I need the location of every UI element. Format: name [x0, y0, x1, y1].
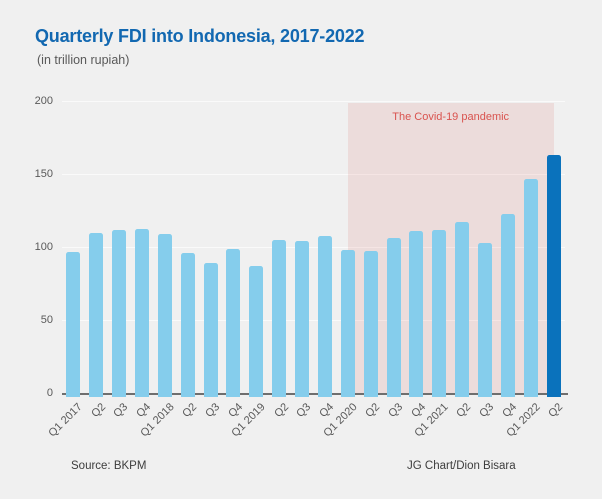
bar-q2: [272, 239, 287, 397]
bar-q4: [500, 214, 515, 397]
bar-q3: [203, 263, 218, 397]
gridline: [62, 246, 565, 248]
y-axis-tick-label: 200: [34, 94, 53, 107]
bar-q2: [180, 253, 195, 397]
bar-q1-2018: [157, 234, 172, 397]
bar-q2: [89, 232, 104, 397]
covid-annotation-region: The Covid-19 pandemic: [347, 102, 554, 394]
y-axis-tick-label: 150: [34, 167, 53, 180]
gridline: [62, 319, 565, 321]
bar-q4: [409, 231, 424, 397]
y-axis-tick-label: 50: [40, 313, 53, 326]
bar-q4: [135, 228, 150, 397]
bar-q4: [317, 236, 332, 397]
chart-subtitle: (in trillion rupiah): [37, 53, 130, 67]
bar-q4: [226, 248, 241, 397]
bar-q3: [295, 240, 310, 397]
bar-q1-2019: [249, 266, 264, 397]
x-axis-line: [62, 393, 568, 395]
y-axis-tick-label: 100: [34, 240, 53, 253]
plot-area: The Covid-19 pandemic: [62, 100, 568, 397]
gridline: [62, 173, 565, 175]
bar-q3: [112, 229, 127, 397]
covid-annotation-label: The Covid-19 pandemic: [392, 110, 510, 123]
chart-title: Quarterly FDI into Indonesia, 2017-2022: [35, 26, 365, 46]
bar-q2: [455, 222, 470, 397]
bar-q1-2017: [66, 251, 81, 397]
bar-q2: [546, 155, 561, 397]
bar-q2: [363, 250, 378, 397]
bar-q3: [386, 238, 401, 397]
y-axis-tick-label: 0: [46, 387, 53, 399]
bar-q3: [477, 242, 492, 397]
bar-q1-2021: [432, 229, 447, 397]
credit-label: JG Chart/Dion Bisara: [407, 460, 516, 472]
bar-q1-2020: [340, 250, 355, 397]
bar-q1-2022: [523, 178, 538, 397]
source-label: Source: BKPM: [71, 460, 147, 472]
gridline: [62, 100, 565, 102]
